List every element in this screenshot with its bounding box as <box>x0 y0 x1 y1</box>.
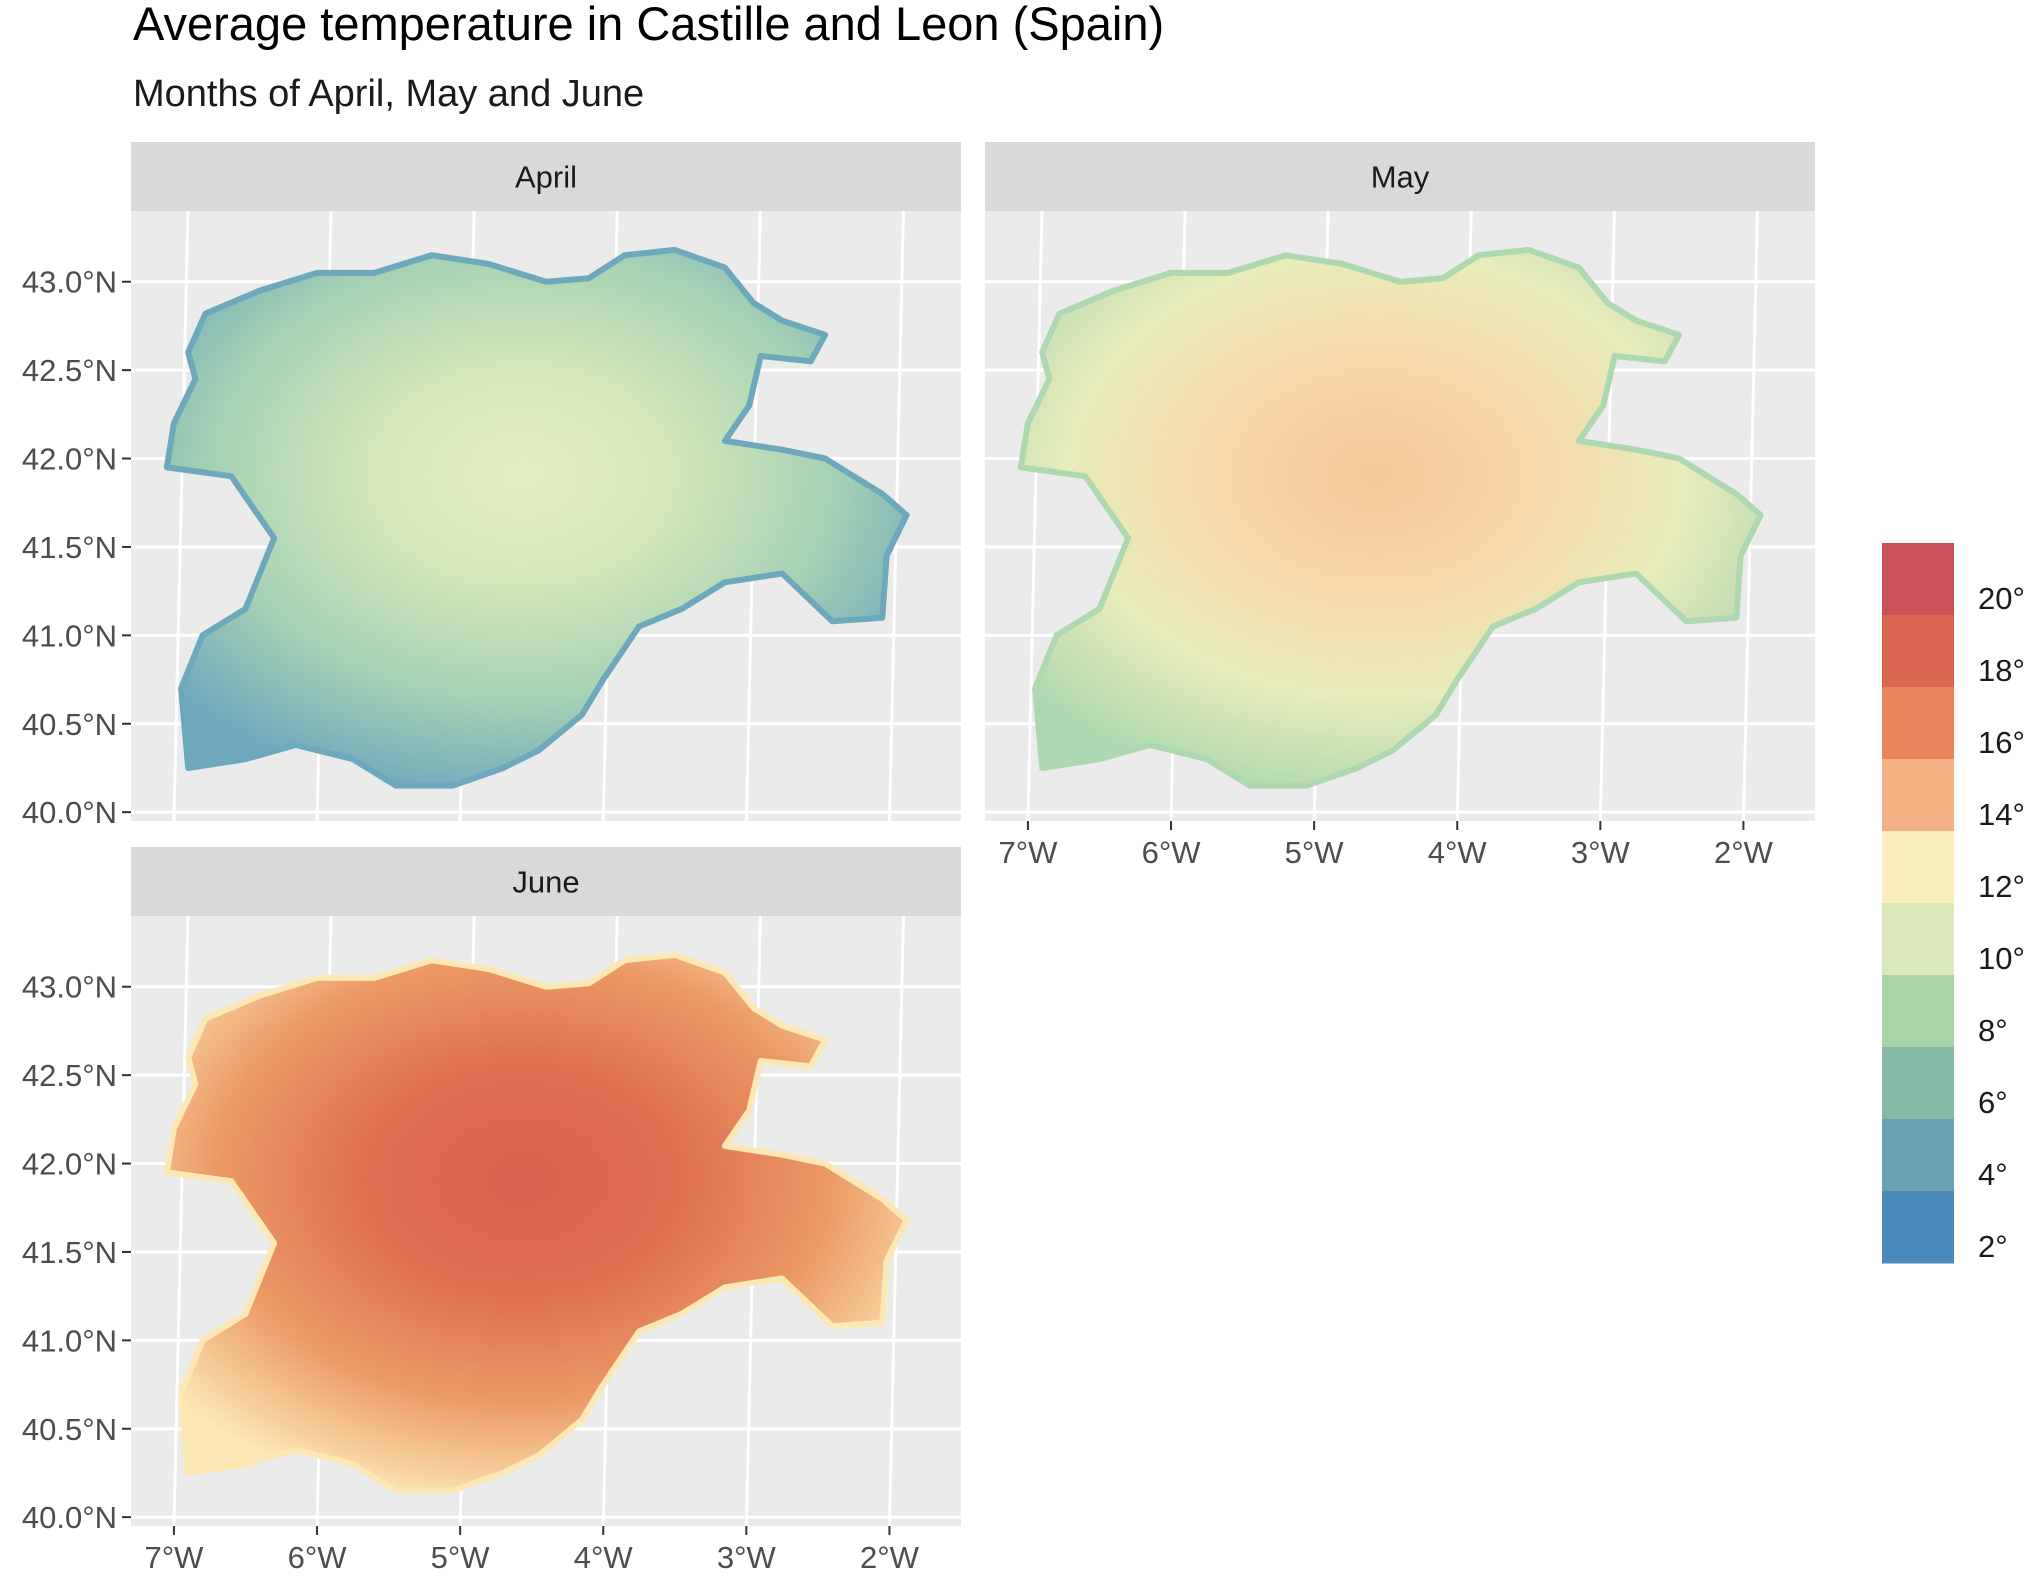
x-tick-label: 7°W <box>998 835 1058 870</box>
y-tick-label: 43.0°N <box>22 970 117 1005</box>
region-raster <box>163 951 910 1494</box>
y-tick-label: 43.0°N <box>22 265 117 300</box>
legend-swatch <box>1882 1047 1954 1120</box>
y-tick-label: 40.5°N <box>22 1412 117 1447</box>
legend-label: 20° <box>1978 581 2025 616</box>
legend-label: 10° <box>1978 941 2025 976</box>
x-tick-label: 6°W <box>288 1540 348 1575</box>
legend-swatch <box>1882 975 1954 1048</box>
gridline-major-x <box>1026 211 1044 821</box>
legend-label: 2° <box>1978 1229 2008 1264</box>
y-tick-label: 41.5°N <box>22 1235 117 1270</box>
facet-strip-label: June <box>512 865 579 900</box>
legend-swatch <box>1882 543 1954 616</box>
facet-strip <box>985 142 1815 211</box>
legend-swatch <box>1882 831 1954 904</box>
x-tick-label: 7°W <box>144 1540 204 1575</box>
y-tick-label: 42.5°N <box>22 1058 117 1093</box>
legend-swatch <box>1882 759 1954 832</box>
x-tick-label: 4°W <box>574 1540 634 1575</box>
facet-panel-june: June 40.0°N 40.5°N 41.0°N 41.5°N 42.0°N 42.5°N… <box>22 847 961 1575</box>
x-tick-label: 2°W <box>860 1540 920 1575</box>
y-tick-label: 40.0°N <box>22 795 117 830</box>
panel-plot-area <box>131 211 961 821</box>
region-raster <box>1017 246 1764 789</box>
y-tick-label: 40.5°N <box>22 707 117 742</box>
y-tick-label: 40.0°N <box>22 1500 117 1535</box>
facet-strip-label: April <box>515 160 577 195</box>
panel-plot-area <box>131 916 961 1526</box>
y-tick-label: 41.0°N <box>22 618 117 653</box>
gridline-major-x <box>172 916 190 1526</box>
facet-strip <box>131 142 961 211</box>
x-tick-label: 5°W <box>1285 835 1345 870</box>
x-tick-label: 6°W <box>1142 835 1202 870</box>
region-raster <box>163 246 910 789</box>
x-tick-label: 3°W <box>1571 835 1631 870</box>
x-tick-label: 4°W <box>1428 835 1488 870</box>
legend-label: 14° <box>1978 797 2025 832</box>
legend-swatch <box>1882 687 1954 760</box>
facet-panels: April 40.0°N 40.5°N 41.0°N 41.5°N 42.0°N 42.5°… <box>22 142 1815 1575</box>
y-tick-label: 42.5°N <box>22 353 117 388</box>
y-tick-label: 42.0°N <box>22 442 117 477</box>
facet-strip-label: May <box>1371 160 1430 195</box>
facet-panel-april: April 40.0°N 40.5°N 41.0°N 41.5°N 42.0°N 42.5°… <box>22 142 961 830</box>
facet-panel-may: May 7°W 6°W 5°W 4°W 3°W 2°W <box>985 142 1815 870</box>
y-tick-label: 41.0°N <box>22 1323 117 1358</box>
legend-label: 8° <box>1978 1013 2008 1048</box>
x-tick-label: 2°W <box>1714 835 1774 870</box>
legend: 20° 18° 16° 14° 12° 10° 8° 6° 4° 2° <box>1882 543 2025 1264</box>
legend-label: 12° <box>1978 869 2025 904</box>
chart-title: Average temperature in Castille and Leon… <box>133 0 1164 50</box>
x-tick-label: 5°W <box>431 1540 491 1575</box>
x-tick-label: 3°W <box>717 1540 777 1575</box>
facet-strip <box>131 847 961 916</box>
legend-label: 4° <box>1978 1157 2008 1192</box>
legend-label: 18° <box>1978 653 2025 688</box>
y-tick-label: 42.0°N <box>22 1147 117 1182</box>
legend-swatch <box>1882 1119 1954 1192</box>
legend-swatch <box>1882 903 1954 976</box>
y-tick-label: 41.5°N <box>22 530 117 565</box>
legend-label: 6° <box>1978 1085 2008 1120</box>
chart-subtitle: Months of April, May and June <box>133 73 644 115</box>
panel-plot-area <box>985 211 1815 821</box>
legend-swatch <box>1882 615 1954 688</box>
gridline-major-x <box>172 211 190 821</box>
legend-label: 16° <box>1978 725 2025 760</box>
legend-swatch <box>1882 1191 1954 1264</box>
